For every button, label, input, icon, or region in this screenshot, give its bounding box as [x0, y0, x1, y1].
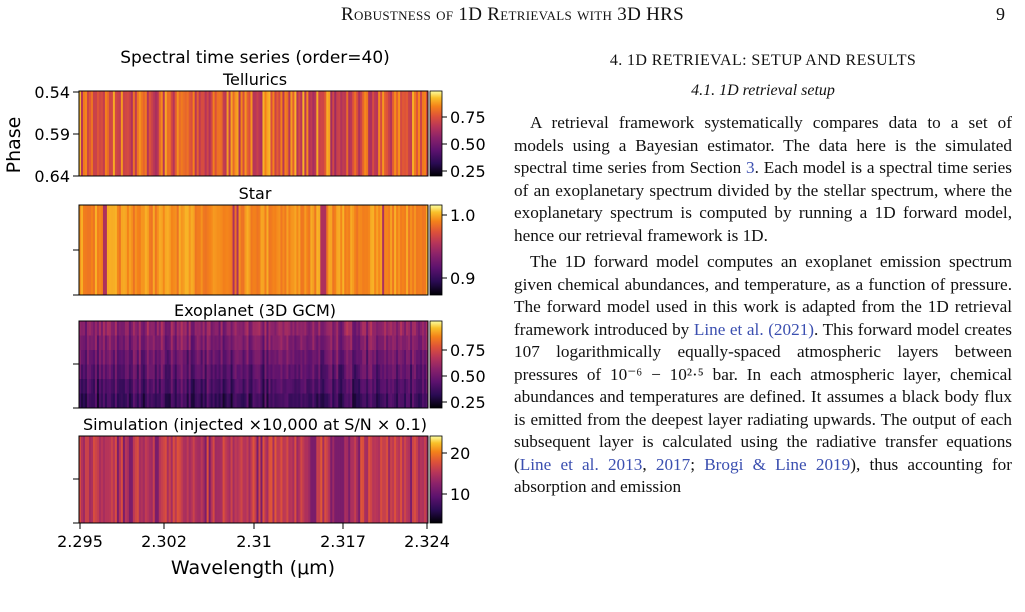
cbar-tick-simulation-20: 20 — [450, 444, 470, 463]
colorbar-star: 1.0 0.9 — [429, 204, 475, 296]
figure-spectral-time-series: Spectral time series (order=40) Phase Te… — [3, 48, 486, 579]
cbar-tick-tellurics-0.50: 0.50 — [450, 135, 486, 154]
colorbar-tellurics: 0.75 0.50 0.25 — [429, 90, 486, 181]
paragraph-text: . Each model is a spectral time series o… — [514, 158, 1012, 245]
ytick-0.54: 0.54 — [34, 83, 70, 102]
colorbar-simulation: 20 10 — [429, 435, 470, 524]
cbar-tick-tellurics-0.75: 0.75 — [450, 108, 486, 127]
paragraph-text: , — [642, 454, 656, 474]
cbar-tick-exoplanet-0.50: 0.50 — [450, 367, 486, 386]
cbar-tick-star-1.0: 1.0 — [450, 206, 475, 225]
panel-title-tellurics: Tellurics — [222, 70, 287, 89]
y-ticks-tellurics: 0.54 0.59 0.64 — [34, 83, 79, 186]
heatmap-exoplanet — [79, 321, 429, 409]
panel-simulation: Simulation (injected ×10,000 at S/N × 0.… — [73, 415, 470, 524]
panel-exoplanet: Exoplanet (3D GCM) 0.75 0.50 0.25 — [73, 301, 486, 412]
paragraph-text: ; — [690, 454, 705, 474]
citation-link[interactable]: 2017 — [655, 454, 691, 474]
heatmap-star — [79, 205, 429, 295]
cbar-tick-exoplanet-0.25: 0.25 — [450, 393, 486, 412]
ytick-0.59: 0.59 — [34, 125, 70, 144]
panel-title-star: Star — [239, 184, 272, 203]
cbar-tick-star-0.9: 0.9 — [450, 269, 475, 288]
citation-link[interactable]: Line et al. 2013 — [519, 454, 643, 474]
panel-star: Star 1.0 0.9 — [73, 184, 475, 296]
paragraph-text: . This forward model creates 107 logarit… — [514, 319, 1012, 474]
xtick-2.31: 2.31 — [236, 532, 272, 551]
panel-title-simulation: Simulation (injected ×10,000 at S/N × 0.… — [83, 415, 427, 434]
xtick-2.295: 2.295 — [57, 532, 103, 551]
paragraph-text: ), thus accounting for absorption and em… — [514, 454, 1012, 497]
ytick-0.64: 0.64 — [34, 167, 70, 186]
heatmap-tellurics — [79, 91, 429, 176]
paragraph-1: A retrieval framework systematically com… — [514, 112, 1012, 247]
paragraph-text: The 1D forward model computes an exoplan… — [514, 252, 1012, 339]
cbar-tick-exoplanet-0.75: 0.75 — [450, 341, 486, 360]
subsection-title: 4.1. 1D retrieval setup — [514, 80, 1012, 103]
body-column: 4. 1D RETRIEVAL: SETUP AND RESULTS 4.1. … — [514, 50, 1012, 499]
panel-title-exoplanet: Exoplanet (3D GCM) — [174, 301, 336, 320]
heatmap-simulation — [79, 436, 429, 523]
section-title: 4. 1D RETRIEVAL: SETUP AND RESULTS — [609, 52, 917, 69]
xtick-2.324: 2.324 — [404, 532, 450, 551]
citation-link[interactable]: 3 — [746, 158, 755, 177]
cbar-tick-simulation-10: 10 — [450, 485, 470, 504]
cbar-tick-tellurics-0.25: 0.25 — [450, 162, 486, 181]
page-number: 9 — [996, 4, 1005, 24]
figure-ylabel: Phase — [3, 117, 25, 174]
citation-link[interactable]: Brogi & Line 2019 — [704, 454, 851, 474]
colorbar-exoplanet: 0.75 0.50 0.25 — [429, 320, 486, 412]
paragraph-text: A retrieval framework systematically com… — [514, 113, 1012, 177]
figure-xlabel: Wavelength (μm) — [171, 557, 335, 579]
paragraph-2: The 1D forward model computes an exoplan… — [514, 251, 1012, 499]
subsection-title-text: 4.1. 1D retrieval setup — [691, 81, 835, 99]
citation-link[interactable]: Line et al. (2021) — [693, 319, 815, 339]
xtick-2.317: 2.317 — [320, 532, 366, 551]
x-axis: 2.295 2.302 2.31 2.317 2.324 Wavelength … — [57, 523, 450, 579]
figure-suptitle: Spectral time series (order=40) — [120, 48, 390, 68]
xtick-2.302: 2.302 — [141, 532, 187, 551]
panel-tellurics: Tellurics 0.54 0.59 0.64 0.75 0.50 0.25 — [34, 70, 485, 186]
page-header: Robustness of 1D Retrievals with 3D HRS … — [0, 4, 1025, 28]
running-title: Robustness of 1D Retrievals with 3D HRS — [341, 4, 684, 25]
